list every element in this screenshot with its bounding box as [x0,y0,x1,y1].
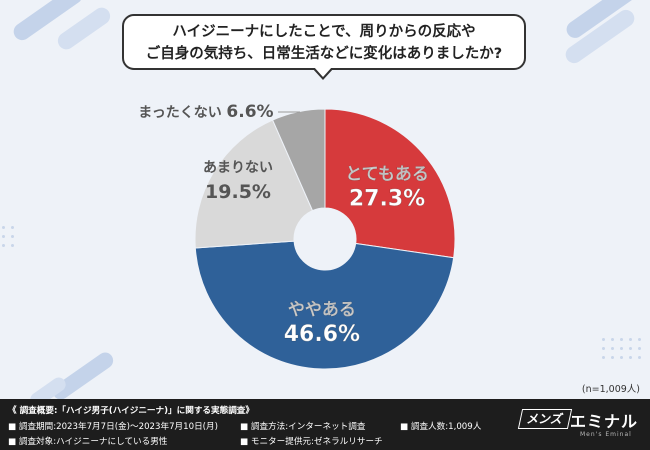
pie-slice [324,108,456,259]
slice-label: まったくない [138,105,221,121]
brand-name: エミナル [570,412,639,431]
slice-label: ややある [288,300,356,320]
survey-footer: 《 調査概要:「ハイジ男子(ハイジニーナ)」に関する実態調査》 ■ 調査期間:2… [0,399,650,450]
question-line-1: ハイジニーナにしたことで、周りからの反応や [172,24,476,40]
slice-value: 19.5% [205,181,271,203]
brand-badge: メンズ [517,409,572,429]
survey-heading: 《 調査概要:「ハイジ男子(ハイジニーナ)」に関する実態調査》 [8,406,254,416]
decor-dots [2,226,14,247]
survey-provider: ■ モニター提供元:ゼネラルリサーチ [240,437,383,447]
slice-value: 6.6% [226,102,273,122]
slice-value: 46.6% [284,322,360,347]
survey-target: ■ 調査対象:ハイジニーナにしている男性 [8,437,168,447]
slice-label: とてもある [345,164,429,184]
slice-value: 27.3% [349,186,425,211]
question-line-2: ご自身の気持ち、日常生活などに変化はありましたか? [145,46,503,62]
pie-slice [271,108,326,212]
bubble-tail-inner [314,67,332,77]
survey-count: ■ 調査人数:1,009人 [400,422,482,432]
question-bubble: ハイジニーナにしたことで、周りからの反応や ご自身の気持ち、日常生活などに変化は… [122,14,526,70]
brand-sub: Men's Eminal [580,431,632,438]
survey-period: ■ 調査期間:2023年7月7日(金)〜2023年7月10日(月) [8,422,218,432]
pie-slice [194,240,455,370]
pie-slice [194,119,314,249]
survey-method: ■ 調査方法:インターネット調査 [240,422,366,432]
slice-label: あまりない [203,160,273,176]
brand-logo: メンズ エミナル Men's Eminal [517,408,642,442]
sample-size: (n=1,009人) [581,384,640,395]
decor-dots [602,338,641,359]
